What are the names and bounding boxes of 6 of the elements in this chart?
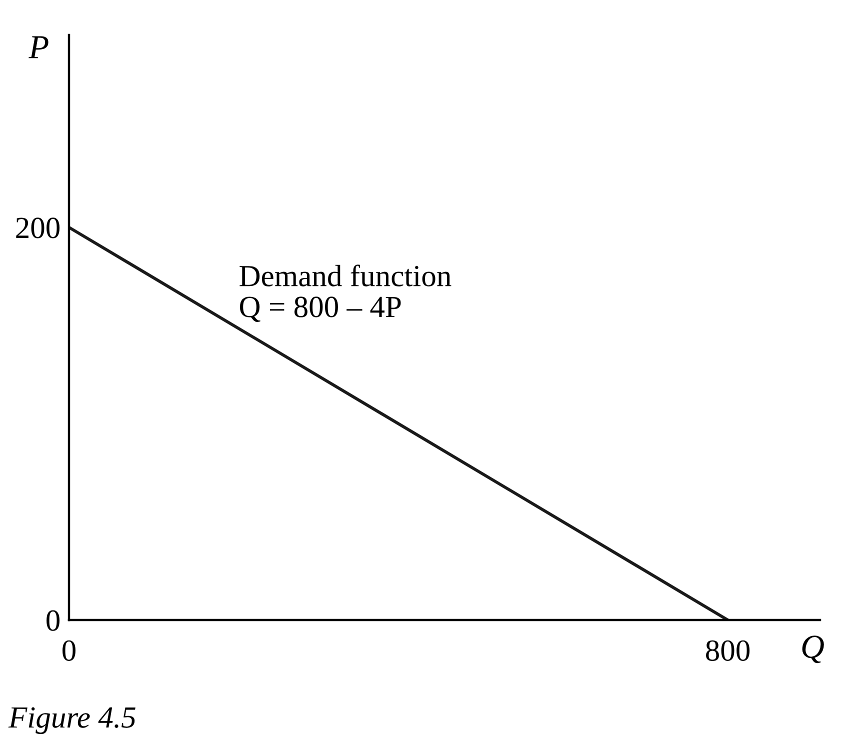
x-tick-label: 800 bbox=[706, 640, 750, 661]
y-tick-label: 200 bbox=[16, 218, 60, 238]
caption: Figure 4.5 bbox=[8, 707, 136, 734]
y-axis-title: P bbox=[28, 36, 48, 58]
x-axis-title: Q bbox=[802, 636, 824, 664]
annotation: Demand function Q = 800 – 4P bbox=[240, 264, 452, 322]
